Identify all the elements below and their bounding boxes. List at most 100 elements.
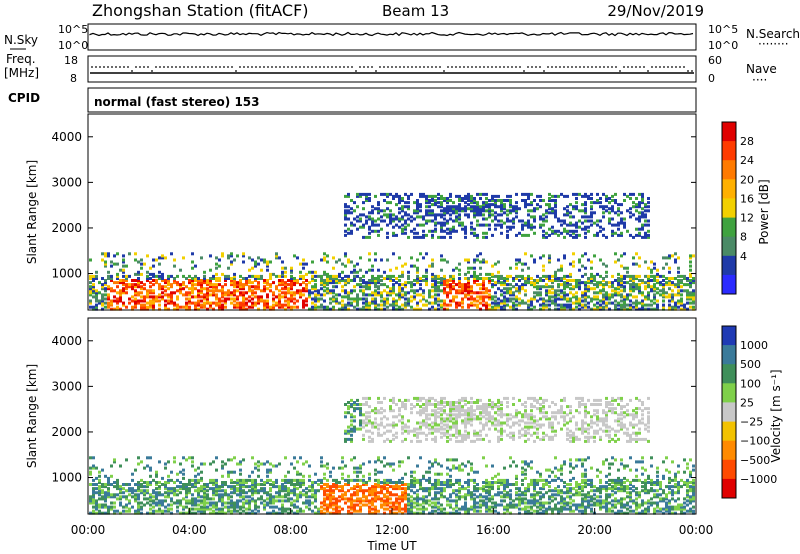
nave-dot bbox=[271, 66, 273, 68]
y-tick-label: 2000 bbox=[51, 221, 82, 235]
echo-cell bbox=[386, 223, 389, 227]
echo-cell bbox=[602, 283, 605, 287]
echo-cell bbox=[329, 511, 332, 515]
echo-cell bbox=[500, 223, 503, 227]
echo-cell bbox=[356, 270, 359, 274]
echo-cell bbox=[428, 293, 431, 297]
echo-cell bbox=[272, 497, 275, 501]
echo-cell bbox=[140, 483, 143, 486]
echo-cell bbox=[320, 258, 323, 262]
echo-cell bbox=[521, 223, 524, 227]
nave-dot bbox=[267, 66, 269, 68]
echo-cell bbox=[632, 256, 635, 260]
echo-cell bbox=[191, 503, 194, 507]
echo-cell bbox=[95, 503, 98, 507]
echo-cell bbox=[416, 201, 419, 205]
echo-cell bbox=[440, 209, 443, 213]
echo-cell bbox=[122, 509, 125, 513]
echo-cell bbox=[344, 203, 347, 207]
echo-cell bbox=[173, 303, 176, 307]
echo-cell bbox=[440, 254, 443, 258]
cpid-axes bbox=[87, 87, 697, 113]
echo-cell bbox=[203, 493, 206, 497]
nave-dot bbox=[431, 66, 433, 68]
echo-cell bbox=[359, 499, 362, 503]
echo-cell bbox=[452, 268, 455, 272]
echo-cell bbox=[428, 460, 431, 464]
echo-cell bbox=[476, 254, 479, 258]
echo-cell bbox=[290, 287, 293, 291]
echo-cell bbox=[362, 279, 365, 282]
echo-cell bbox=[332, 279, 335, 282]
echo-cell bbox=[416, 511, 419, 515]
echo-cell bbox=[488, 215, 491, 219]
echo-cell bbox=[617, 277, 620, 280]
echo-cell bbox=[122, 274, 125, 278]
echo-cell bbox=[386, 277, 389, 280]
echo-cell bbox=[329, 503, 332, 507]
echo-cell bbox=[623, 225, 626, 229]
echo-cell bbox=[281, 279, 284, 282]
echo-cell bbox=[218, 487, 221, 491]
echo-cell bbox=[692, 279, 695, 282]
echo-cell bbox=[173, 489, 176, 493]
echo-cell bbox=[590, 223, 593, 227]
echo-cell bbox=[383, 511, 386, 515]
echo-cell bbox=[503, 277, 506, 280]
echo-cell bbox=[653, 262, 656, 266]
echo-cell bbox=[479, 252, 482, 256]
echo-cell bbox=[482, 201, 485, 205]
echo-cell bbox=[194, 287, 197, 291]
echo-cell bbox=[410, 511, 413, 515]
echo-cell bbox=[392, 398, 395, 402]
echo-cell bbox=[401, 511, 404, 515]
echo-cell bbox=[146, 254, 149, 258]
echo-cell bbox=[452, 405, 455, 409]
echo-cell bbox=[557, 297, 560, 301]
echo-cell bbox=[434, 227, 437, 231]
echo-cell bbox=[599, 197, 602, 200]
echo-cell bbox=[89, 293, 92, 297]
echo-cell bbox=[557, 283, 560, 287]
echo-cell bbox=[410, 499, 413, 503]
echo-cell bbox=[644, 260, 647, 264]
echo-cell bbox=[269, 501, 272, 505]
echo-cell bbox=[449, 411, 452, 415]
echo-cell bbox=[362, 503, 365, 507]
echo-cell bbox=[635, 283, 638, 287]
echo-cell bbox=[401, 287, 404, 291]
echo-cell bbox=[401, 209, 404, 213]
echo-cell bbox=[425, 194, 428, 198]
echo-cell bbox=[227, 505, 230, 509]
echo-cell bbox=[197, 509, 200, 513]
echo-cell bbox=[125, 291, 128, 295]
echo-cell bbox=[524, 277, 527, 280]
echo-cell bbox=[353, 485, 356, 489]
echo-cell bbox=[200, 289, 203, 293]
echo-cell bbox=[431, 295, 434, 299]
echo-cell bbox=[533, 219, 536, 223]
echo-cell bbox=[311, 277, 314, 280]
echo-cell bbox=[167, 307, 170, 311]
echo-cell bbox=[485, 203, 488, 207]
echo-cell bbox=[512, 219, 515, 223]
echo-cell bbox=[362, 293, 365, 297]
echo-cell bbox=[422, 476, 425, 480]
echo-cell bbox=[632, 205, 635, 209]
echo-cell bbox=[596, 307, 599, 311]
echo-cell bbox=[104, 474, 107, 478]
echo-cell bbox=[374, 507, 377, 511]
echo-cell bbox=[395, 435, 398, 439]
echo-cell bbox=[257, 277, 260, 280]
echo-cell bbox=[401, 293, 404, 297]
echo-cell bbox=[443, 213, 446, 217]
echo-cell bbox=[128, 297, 131, 301]
echo-cell bbox=[470, 227, 473, 231]
echo-cell bbox=[353, 305, 356, 309]
echo-cell bbox=[296, 509, 299, 513]
echo-cell bbox=[173, 460, 176, 464]
echo-cell bbox=[227, 254, 230, 258]
echo-cell bbox=[482, 203, 485, 207]
echo-cell bbox=[251, 293, 254, 297]
echo-cell bbox=[431, 289, 434, 293]
